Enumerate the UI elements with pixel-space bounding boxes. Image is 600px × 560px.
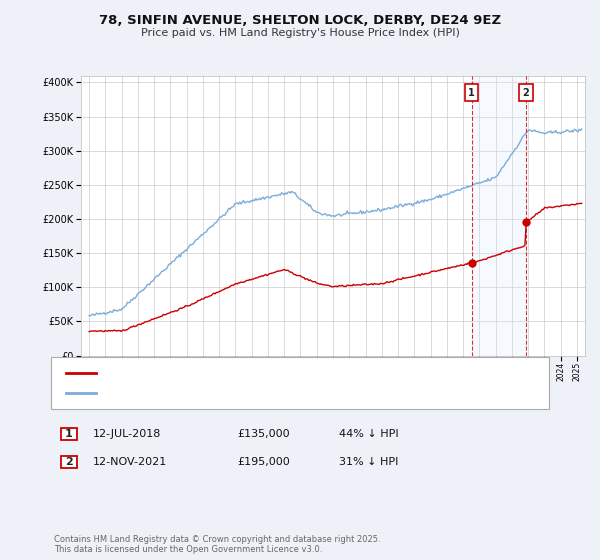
Text: 1: 1 [65, 429, 73, 439]
Text: HPI: Average price, detached house, City of Derby: HPI: Average price, detached house, City… [102, 389, 341, 398]
Text: 44% ↓ HPI: 44% ↓ HPI [339, 429, 398, 439]
Text: £195,000: £195,000 [237, 457, 290, 467]
Text: £135,000: £135,000 [237, 429, 290, 439]
Text: 2: 2 [523, 88, 529, 97]
Text: 31% ↓ HPI: 31% ↓ HPI [339, 457, 398, 467]
Text: 78, SINFIN AVENUE, SHELTON LOCK, DERBY, DE24 9EZ (detached house): 78, SINFIN AVENUE, SHELTON LOCK, DERBY, … [102, 368, 446, 377]
Text: 12-NOV-2021: 12-NOV-2021 [93, 457, 167, 467]
Text: 78, SINFIN AVENUE, SHELTON LOCK, DERBY, DE24 9EZ: 78, SINFIN AVENUE, SHELTON LOCK, DERBY, … [99, 14, 501, 27]
Text: 1: 1 [469, 88, 475, 97]
Bar [472, 76, 526, 356]
Text: Price paid vs. HM Land Registry's House Price Index (HPI): Price paid vs. HM Land Registry's House … [140, 28, 460, 38]
Text: 12-JUL-2018: 12-JUL-2018 [93, 429, 161, 439]
Text: Contains HM Land Registry data © Crown copyright and database right 2025.
This d: Contains HM Land Registry data © Crown c… [54, 535, 380, 554]
Text: 2: 2 [65, 457, 73, 467]
